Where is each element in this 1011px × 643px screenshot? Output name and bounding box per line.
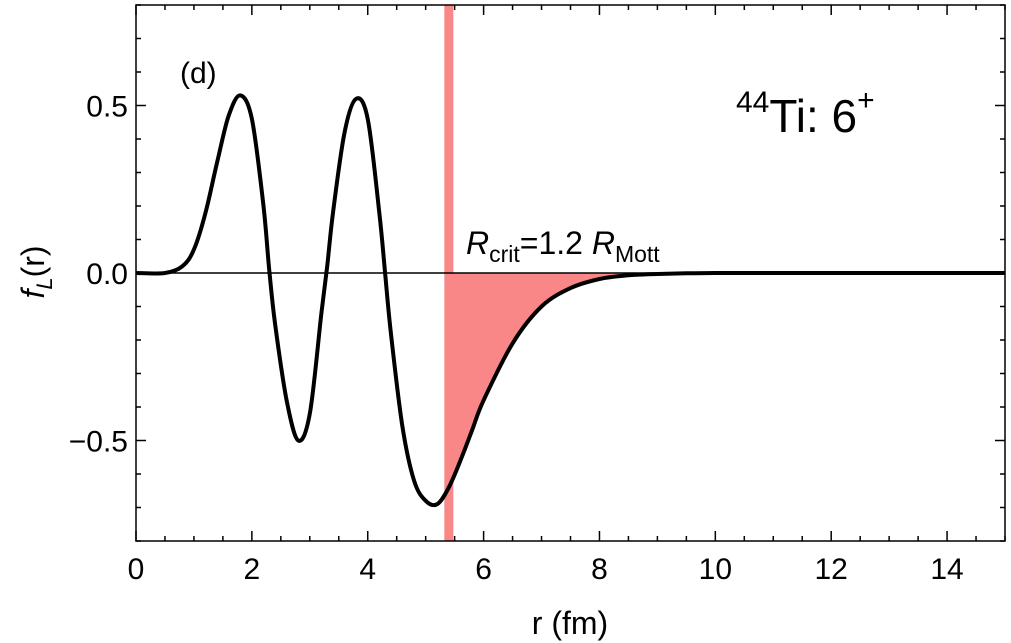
x-tick-label: 14: [930, 553, 963, 586]
x-tick-label: 0: [128, 553, 145, 586]
y-axis-title-tail: (r): [15, 245, 51, 277]
crit-label-sub1: crit: [489, 241, 520, 267]
crit-label-mid: =1.2: [520, 225, 592, 261]
series-curve: [135, 93, 1005, 508]
panel-label: (d): [180, 57, 217, 90]
x-axis-title: r (fm): [532, 605, 608, 641]
crit-label-sub2: Mott: [615, 241, 660, 267]
x-tick-label: 12: [815, 553, 848, 586]
nucleus-mass-number: 44: [736, 86, 769, 119]
crit-label-r2: R: [592, 225, 615, 261]
nucleus-parity: +: [857, 84, 875, 117]
nucleus-element: Ti: 6: [769, 90, 857, 142]
tick-labels: 0 2 4 6 8 10 12 14 −0.5 0.0 0.5: [69, 91, 964, 587]
y-tick-label: 0.5: [86, 91, 128, 124]
critical-radius-label: Rcrit=1.2 RMott: [466, 225, 660, 267]
x-tick-label: 6: [475, 553, 492, 586]
y-tick-label: −0.5: [69, 426, 128, 459]
crit-label-r1: R: [466, 225, 489, 261]
nucleus-label: 44Ti: 6+: [736, 84, 875, 142]
y-axis-title: fL(r): [15, 245, 57, 298]
x-tick-label: 2: [244, 553, 261, 586]
shaded-tail-area: [448, 272, 1005, 488]
y-axis-title-sub: L: [32, 277, 57, 289]
y-tick-label: 0.0: [86, 258, 128, 291]
x-tick-label: 8: [591, 553, 608, 586]
x-tick-label: 10: [699, 553, 732, 586]
x-tick-label: 4: [359, 553, 376, 586]
axis-ticks: [135, 4, 1006, 542]
